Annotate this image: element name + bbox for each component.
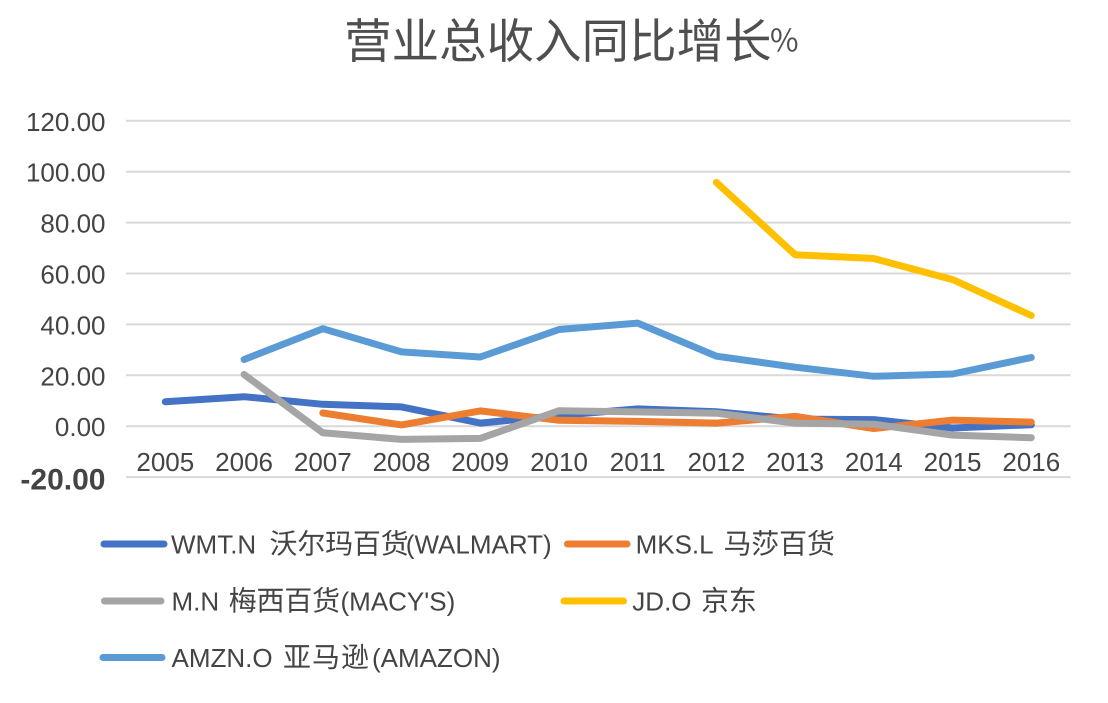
svg-text:60.00: 60.00	[40, 260, 105, 290]
svg-text:M.N: M.N	[172, 587, 220, 617]
svg-text:100.00: 100.00	[26, 158, 106, 188]
svg-text:2013: 2013	[766, 447, 824, 477]
svg-text:(AMAZON): (AMAZON)	[372, 643, 501, 673]
svg-text:2005: 2005	[136, 447, 194, 477]
svg-text:0.00: 0.00	[55, 412, 106, 442]
svg-text:(WALMART): (WALMART)	[406, 530, 552, 560]
svg-text:40.00: 40.00	[40, 310, 105, 340]
svg-text:(MACY'S): (MACY'S)	[341, 587, 456, 617]
svg-text:2007: 2007	[294, 447, 352, 477]
svg-text:2011: 2011	[610, 447, 666, 477]
svg-text:120.00: 120.00	[26, 107, 106, 137]
svg-text:-20.00: -20.00	[20, 464, 105, 497]
svg-text:MKS.L: MKS.L	[636, 530, 714, 560]
svg-text:2006: 2006	[215, 447, 273, 477]
svg-text:80.00: 80.00	[40, 209, 105, 239]
svg-text:2008: 2008	[373, 447, 431, 477]
svg-text:2012: 2012	[687, 447, 745, 477]
svg-text:WMT.N: WMT.N	[171, 530, 256, 560]
svg-text:2015: 2015	[924, 447, 982, 477]
svg-text:2016: 2016	[1002, 447, 1060, 477]
svg-text:2014: 2014	[845, 447, 903, 477]
svg-text:2010: 2010	[530, 447, 588, 477]
svg-text:AMZN.O: AMZN.O	[172, 643, 273, 673]
svg-text:2009: 2009	[451, 447, 509, 477]
svg-text:JD.O: JD.O	[632, 587, 691, 617]
svg-text:20.00: 20.00	[40, 361, 105, 391]
